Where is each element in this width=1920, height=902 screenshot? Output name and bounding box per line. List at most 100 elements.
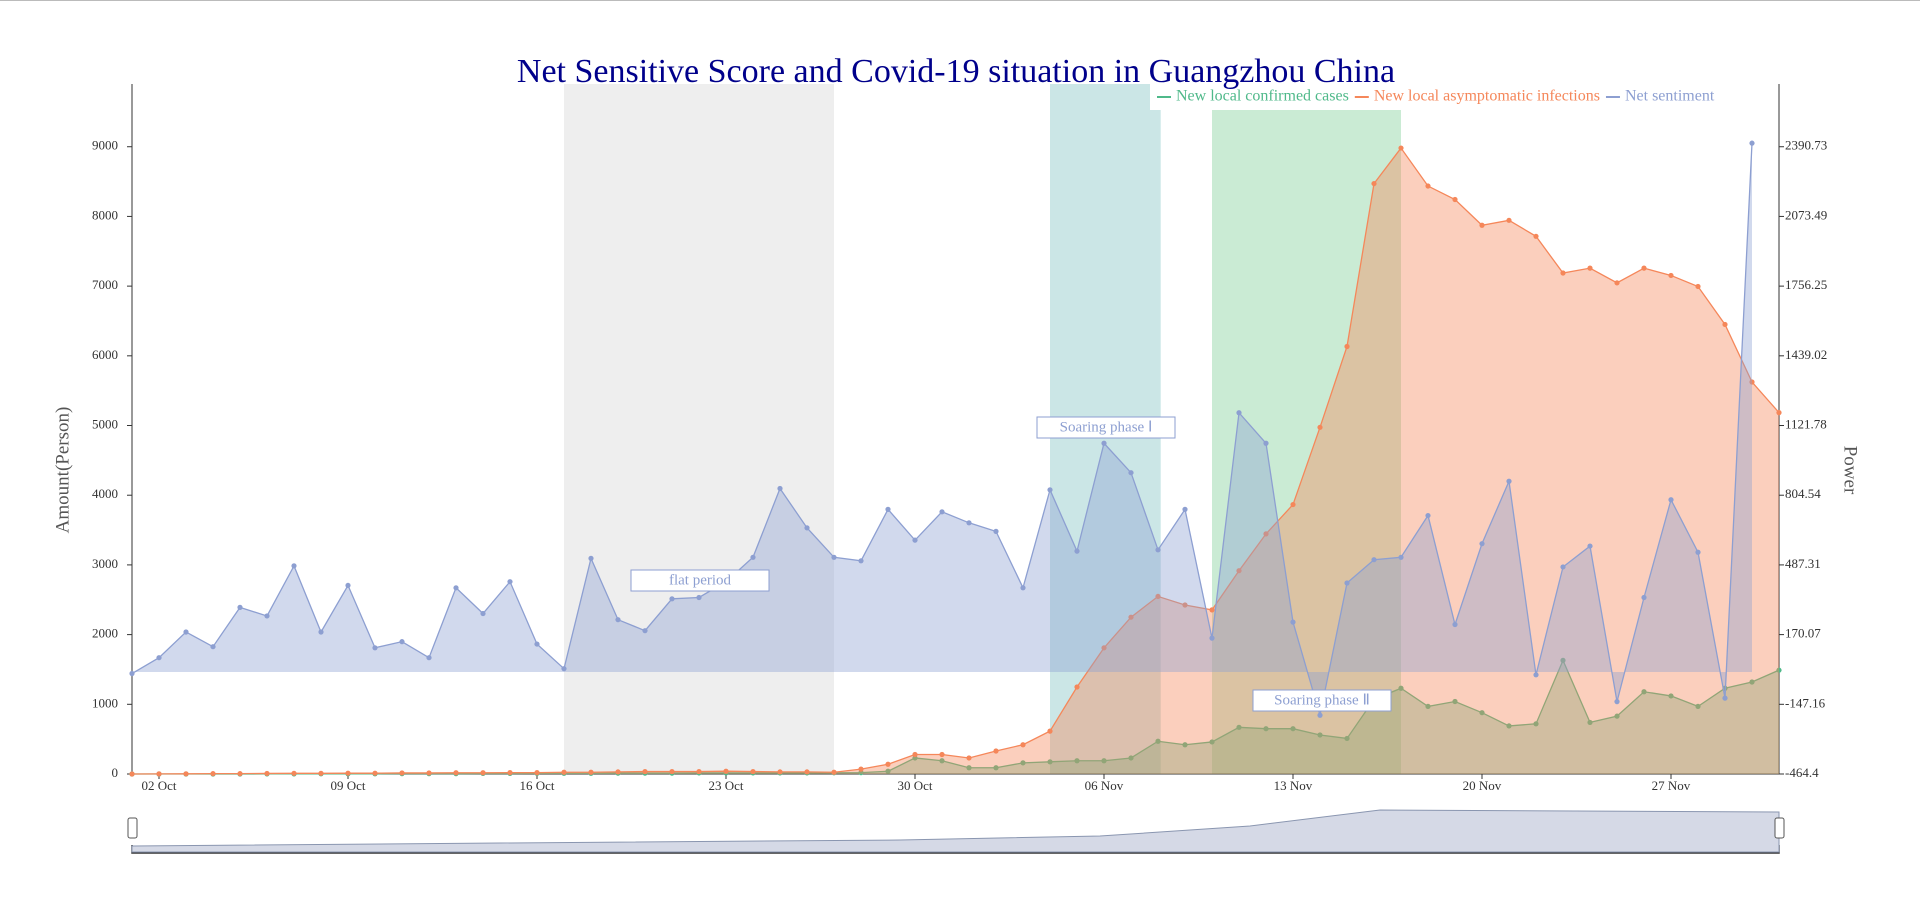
data-point — [912, 751, 918, 758]
data-point — [372, 770, 378, 776]
data-point — [1344, 343, 1350, 350]
data-point — [507, 579, 513, 585]
y2-tick-label: 2390.73 — [1785, 138, 1827, 153]
data-point — [615, 769, 621, 775]
data-point — [129, 670, 135, 677]
data-zoom — [127, 809, 1785, 854]
data-point — [1776, 667, 1782, 673]
data-point — [1506, 217, 1512, 223]
data-point — [696, 594, 702, 601]
data-point — [1695, 703, 1701, 709]
data-point — [291, 563, 297, 569]
data-point — [966, 520, 972, 526]
x-tick-label: 16 Oct — [519, 778, 554, 793]
legend-label: New local asymptomatic infections — [1374, 88, 1600, 105]
data-point — [1101, 645, 1107, 651]
data-point — [1317, 712, 1323, 718]
data-point — [1317, 424, 1323, 430]
data-point — [1155, 738, 1161, 744]
data-point — [1047, 759, 1053, 765]
data-point — [1641, 594, 1647, 601]
data-point — [858, 766, 864, 772]
data-point — [993, 528, 999, 534]
data-point — [1047, 487, 1053, 493]
data-point — [1128, 614, 1134, 620]
data-point — [1668, 693, 1674, 699]
legend-label: New local confirmed cases — [1176, 88, 1349, 105]
data-point — [966, 765, 972, 771]
data-point — [1155, 593, 1161, 600]
data-point — [1695, 283, 1701, 290]
mark-area — [1212, 109, 1401, 774]
data-point — [642, 628, 648, 634]
data-point — [1452, 196, 1458, 203]
data-point — [534, 641, 540, 647]
x-tick-label: 06 Nov — [1085, 778, 1124, 793]
data-point — [453, 770, 459, 776]
data-point — [1452, 698, 1458, 705]
data-point — [696, 768, 702, 775]
data-point — [1074, 758, 1080, 764]
data-point — [1344, 580, 1350, 586]
data-point — [804, 525, 810, 531]
data-point — [291, 770, 297, 776]
zoom-shadow — [131, 809, 1780, 853]
data-point — [1371, 180, 1377, 187]
data-point — [318, 770, 324, 776]
data-point — [1506, 723, 1512, 729]
data-point — [1182, 742, 1188, 748]
series-area — [132, 660, 1779, 774]
data-point — [588, 555, 594, 561]
data-point — [264, 770, 270, 777]
data-point — [345, 582, 351, 589]
data-point — [1479, 222, 1485, 228]
y-tick-label: 8000 — [92, 207, 118, 222]
data-point — [1209, 739, 1215, 745]
series-area — [132, 143, 1752, 716]
data-point — [561, 666, 567, 672]
data-point — [1317, 732, 1323, 738]
data-point — [615, 617, 621, 623]
y-axis-label: Amount(Person) — [52, 407, 73, 534]
data-point — [1560, 564, 1566, 570]
y2-tick-label: 170.07 — [1785, 626, 1821, 641]
data-point — [1668, 497, 1674, 503]
data-point — [1776, 410, 1782, 416]
data-point — [642, 768, 648, 775]
data-point — [480, 770, 486, 776]
plot: 0 1000 2000 3000 4000 5000 6000 7000 8000 9000 -46… — [92, 84, 1827, 793]
data-point — [939, 758, 945, 764]
data-point — [399, 770, 405, 776]
data-point — [129, 771, 135, 777]
data-point — [1587, 265, 1593, 271]
data-point — [1479, 710, 1485, 716]
data-point — [993, 765, 999, 771]
series-line — [131, 146, 1780, 775]
data-point — [1020, 742, 1026, 748]
legend-label: Net sentiment — [1625, 88, 1715, 105]
data-point — [183, 771, 189, 777]
data-point — [1290, 726, 1296, 732]
data-point — [264, 613, 270, 619]
data-point — [156, 655, 162, 661]
data-point — [1722, 695, 1728, 701]
data-point — [1425, 512, 1431, 519]
data-point — [1533, 233, 1539, 239]
y-tick-label: 0 — [112, 765, 119, 780]
data-point — [669, 596, 675, 602]
data-point — [1263, 440, 1269, 446]
data-point — [1263, 531, 1269, 537]
x-tick-label: 09 Oct — [330, 778, 365, 793]
zoom-handle[interactable] — [1774, 817, 1785, 839]
data-point — [426, 770, 432, 776]
data-point — [1749, 679, 1755, 685]
data-point — [885, 761, 891, 767]
data-point — [750, 768, 756, 775]
data-point — [1425, 183, 1431, 189]
zoom-handle[interactable] — [127, 817, 138, 839]
annotation-box — [630, 569, 770, 592]
y-tick-label: 4000 — [92, 486, 118, 501]
y2-tick-label: 2073.49 — [1785, 207, 1827, 222]
data-point — [318, 629, 324, 635]
